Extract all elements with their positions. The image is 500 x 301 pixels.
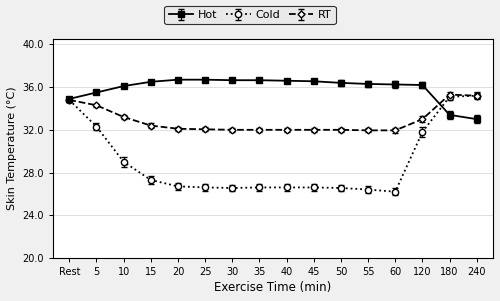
- Legend: Hot, Cold, RT: Hot, Cold, RT: [164, 5, 336, 24]
- X-axis label: Exercise Time (min): Exercise Time (min): [214, 281, 332, 294]
- Y-axis label: Skin Temperature (°C): Skin Temperature (°C): [7, 87, 17, 210]
